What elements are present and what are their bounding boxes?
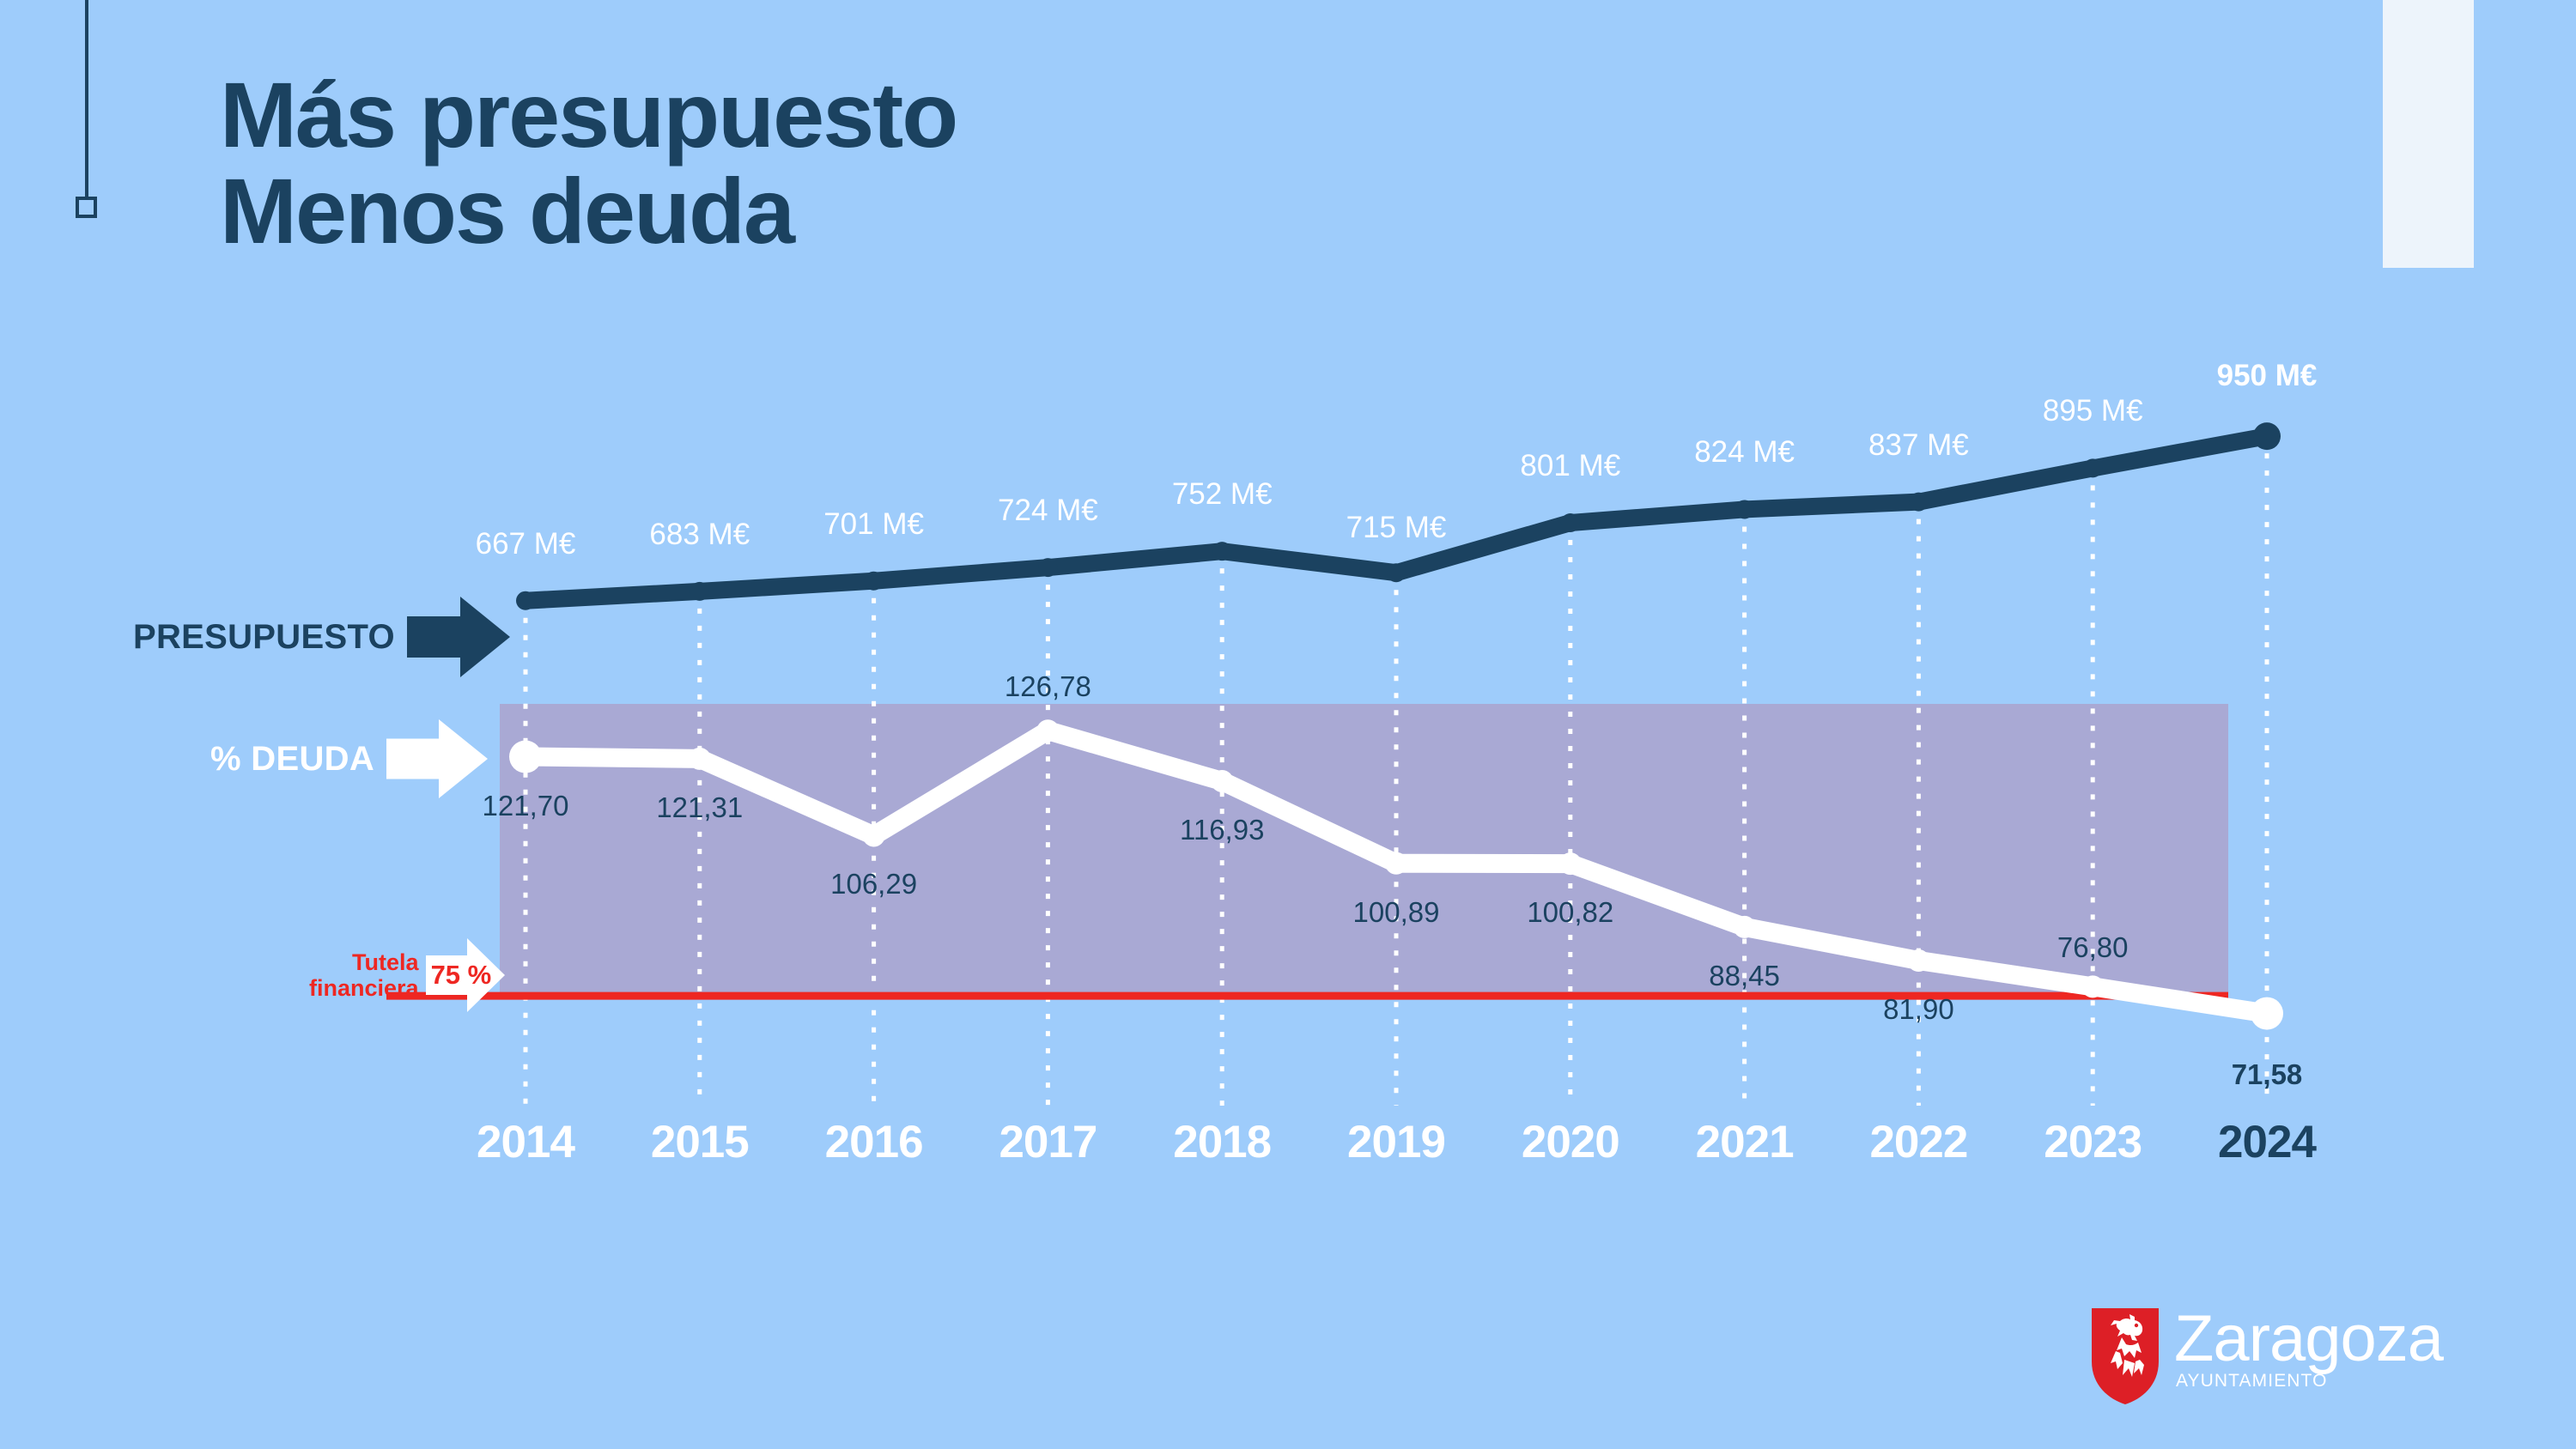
debt-value-label: 100,89 <box>1352 895 1440 928</box>
budget-value-label: 801 M€ <box>1520 449 1621 482</box>
decorative-vertical-rule <box>85 0 88 200</box>
debt-value-label: 100,82 <box>1527 896 1614 929</box>
budget-value-label: 683 M€ <box>649 517 750 551</box>
budget-value-label: 715 M€ <box>1346 511 1447 545</box>
page-title: Más presupuesto Menos deuda <box>220 63 958 264</box>
logo-subtitle: AYUNTAMIENTO <box>2176 1371 2328 1391</box>
debt-value-label: 106,29 <box>830 868 918 900</box>
logo-text: Zaragoza AYUNTAMIENTO <box>2174 1302 2444 1391</box>
debt-value-label: 121,70 <box>482 789 569 822</box>
budget-value-label: 837 M€ <box>1868 427 1969 462</box>
x-axis-label-2024: 2024 <box>2218 1117 2317 1167</box>
debt-value-label: 121,31 <box>656 791 744 823</box>
debt-value-label: 76,80 <box>2057 931 2129 964</box>
budget-value-label: 895 M€ <box>2042 394 2143 428</box>
x-axis-label-2021: 2021 <box>1695 1117 1795 1167</box>
x-axis-label-2014: 2014 <box>477 1117 575 1167</box>
arrow-right-icon: 75 % <box>425 938 505 1012</box>
legend-budget-label: PRESUPUESTO <box>133 617 395 656</box>
budget-value-label: 824 M€ <box>1694 435 1795 470</box>
budget-value-label: 950 M€ <box>2216 359 2318 393</box>
budget-value-label: 701 M€ <box>823 506 924 541</box>
legend-debt-label: % DEUDA <box>210 739 375 778</box>
legend-budget: PRESUPUESTO <box>133 597 510 677</box>
corner-panel <box>2383 0 2474 268</box>
debt-value-label: 88,45 <box>1709 959 1780 991</box>
x-axis-label-2019: 2019 <box>1347 1117 1446 1167</box>
decorative-square <box>76 197 97 218</box>
legend-debt: % DEUDA <box>210 719 489 798</box>
shield-icon <box>2092 1308 2159 1404</box>
x-axis-label-2020: 2020 <box>1521 1117 1620 1167</box>
debt-value-label: 116,93 <box>1179 813 1265 846</box>
x-axis-label-2015: 2015 <box>650 1117 750 1167</box>
arrow-right-icon <box>386 719 489 798</box>
debt-data-points <box>509 719 2283 1030</box>
budget-value-label: 667 M€ <box>475 526 576 561</box>
x-axis-label-2022: 2022 <box>1869 1117 1968 1167</box>
budget-data-points <box>516 422 2281 610</box>
debt-value-label: 81,90 <box>1883 992 1954 1025</box>
zaragoza-logo: Zaragoza AYUNTAMIENTO <box>2092 1302 2444 1404</box>
threshold-value: 75 % <box>430 960 492 990</box>
logo-word: Zaragoza <box>2174 1302 2444 1375</box>
x-axis-label-2016: 2016 <box>824 1117 924 1167</box>
budget-value-label: 752 M€ <box>1171 477 1273 512</box>
debt-value-label: 71,58 <box>2231 1058 2303 1090</box>
x-axis-label-2017: 2017 <box>999 1117 1097 1167</box>
threshold-callout: Tutela financiera 75 % <box>309 938 505 1012</box>
budget-value-label: 724 M€ <box>998 494 1098 528</box>
x-axis-label-2018: 2018 <box>1173 1117 1272 1167</box>
threshold-label: Tutela financiera <box>309 949 419 1001</box>
x-axis-label-2023: 2023 <box>2044 1117 2142 1167</box>
arrow-right-icon <box>406 597 510 677</box>
debt-value-label: 126,78 <box>1004 670 1091 703</box>
